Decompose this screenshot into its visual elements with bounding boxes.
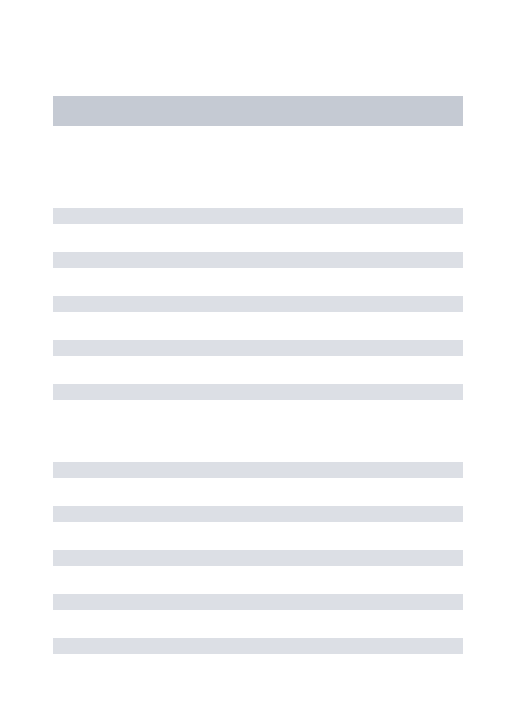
skeleton-line-group xyxy=(53,462,463,654)
skeleton-line xyxy=(53,340,463,356)
skeleton-line xyxy=(53,384,463,400)
skeleton-line xyxy=(53,252,463,268)
skeleton-line xyxy=(53,296,463,312)
skeleton-line xyxy=(53,462,463,478)
skeleton-line xyxy=(53,638,463,654)
skeleton-line xyxy=(53,506,463,522)
skeleton-container xyxy=(0,0,516,707)
skeleton-line xyxy=(53,594,463,610)
skeleton-line-group xyxy=(53,208,463,400)
skeleton-line xyxy=(53,550,463,566)
skeleton-header xyxy=(53,96,463,126)
skeleton-line xyxy=(53,208,463,224)
